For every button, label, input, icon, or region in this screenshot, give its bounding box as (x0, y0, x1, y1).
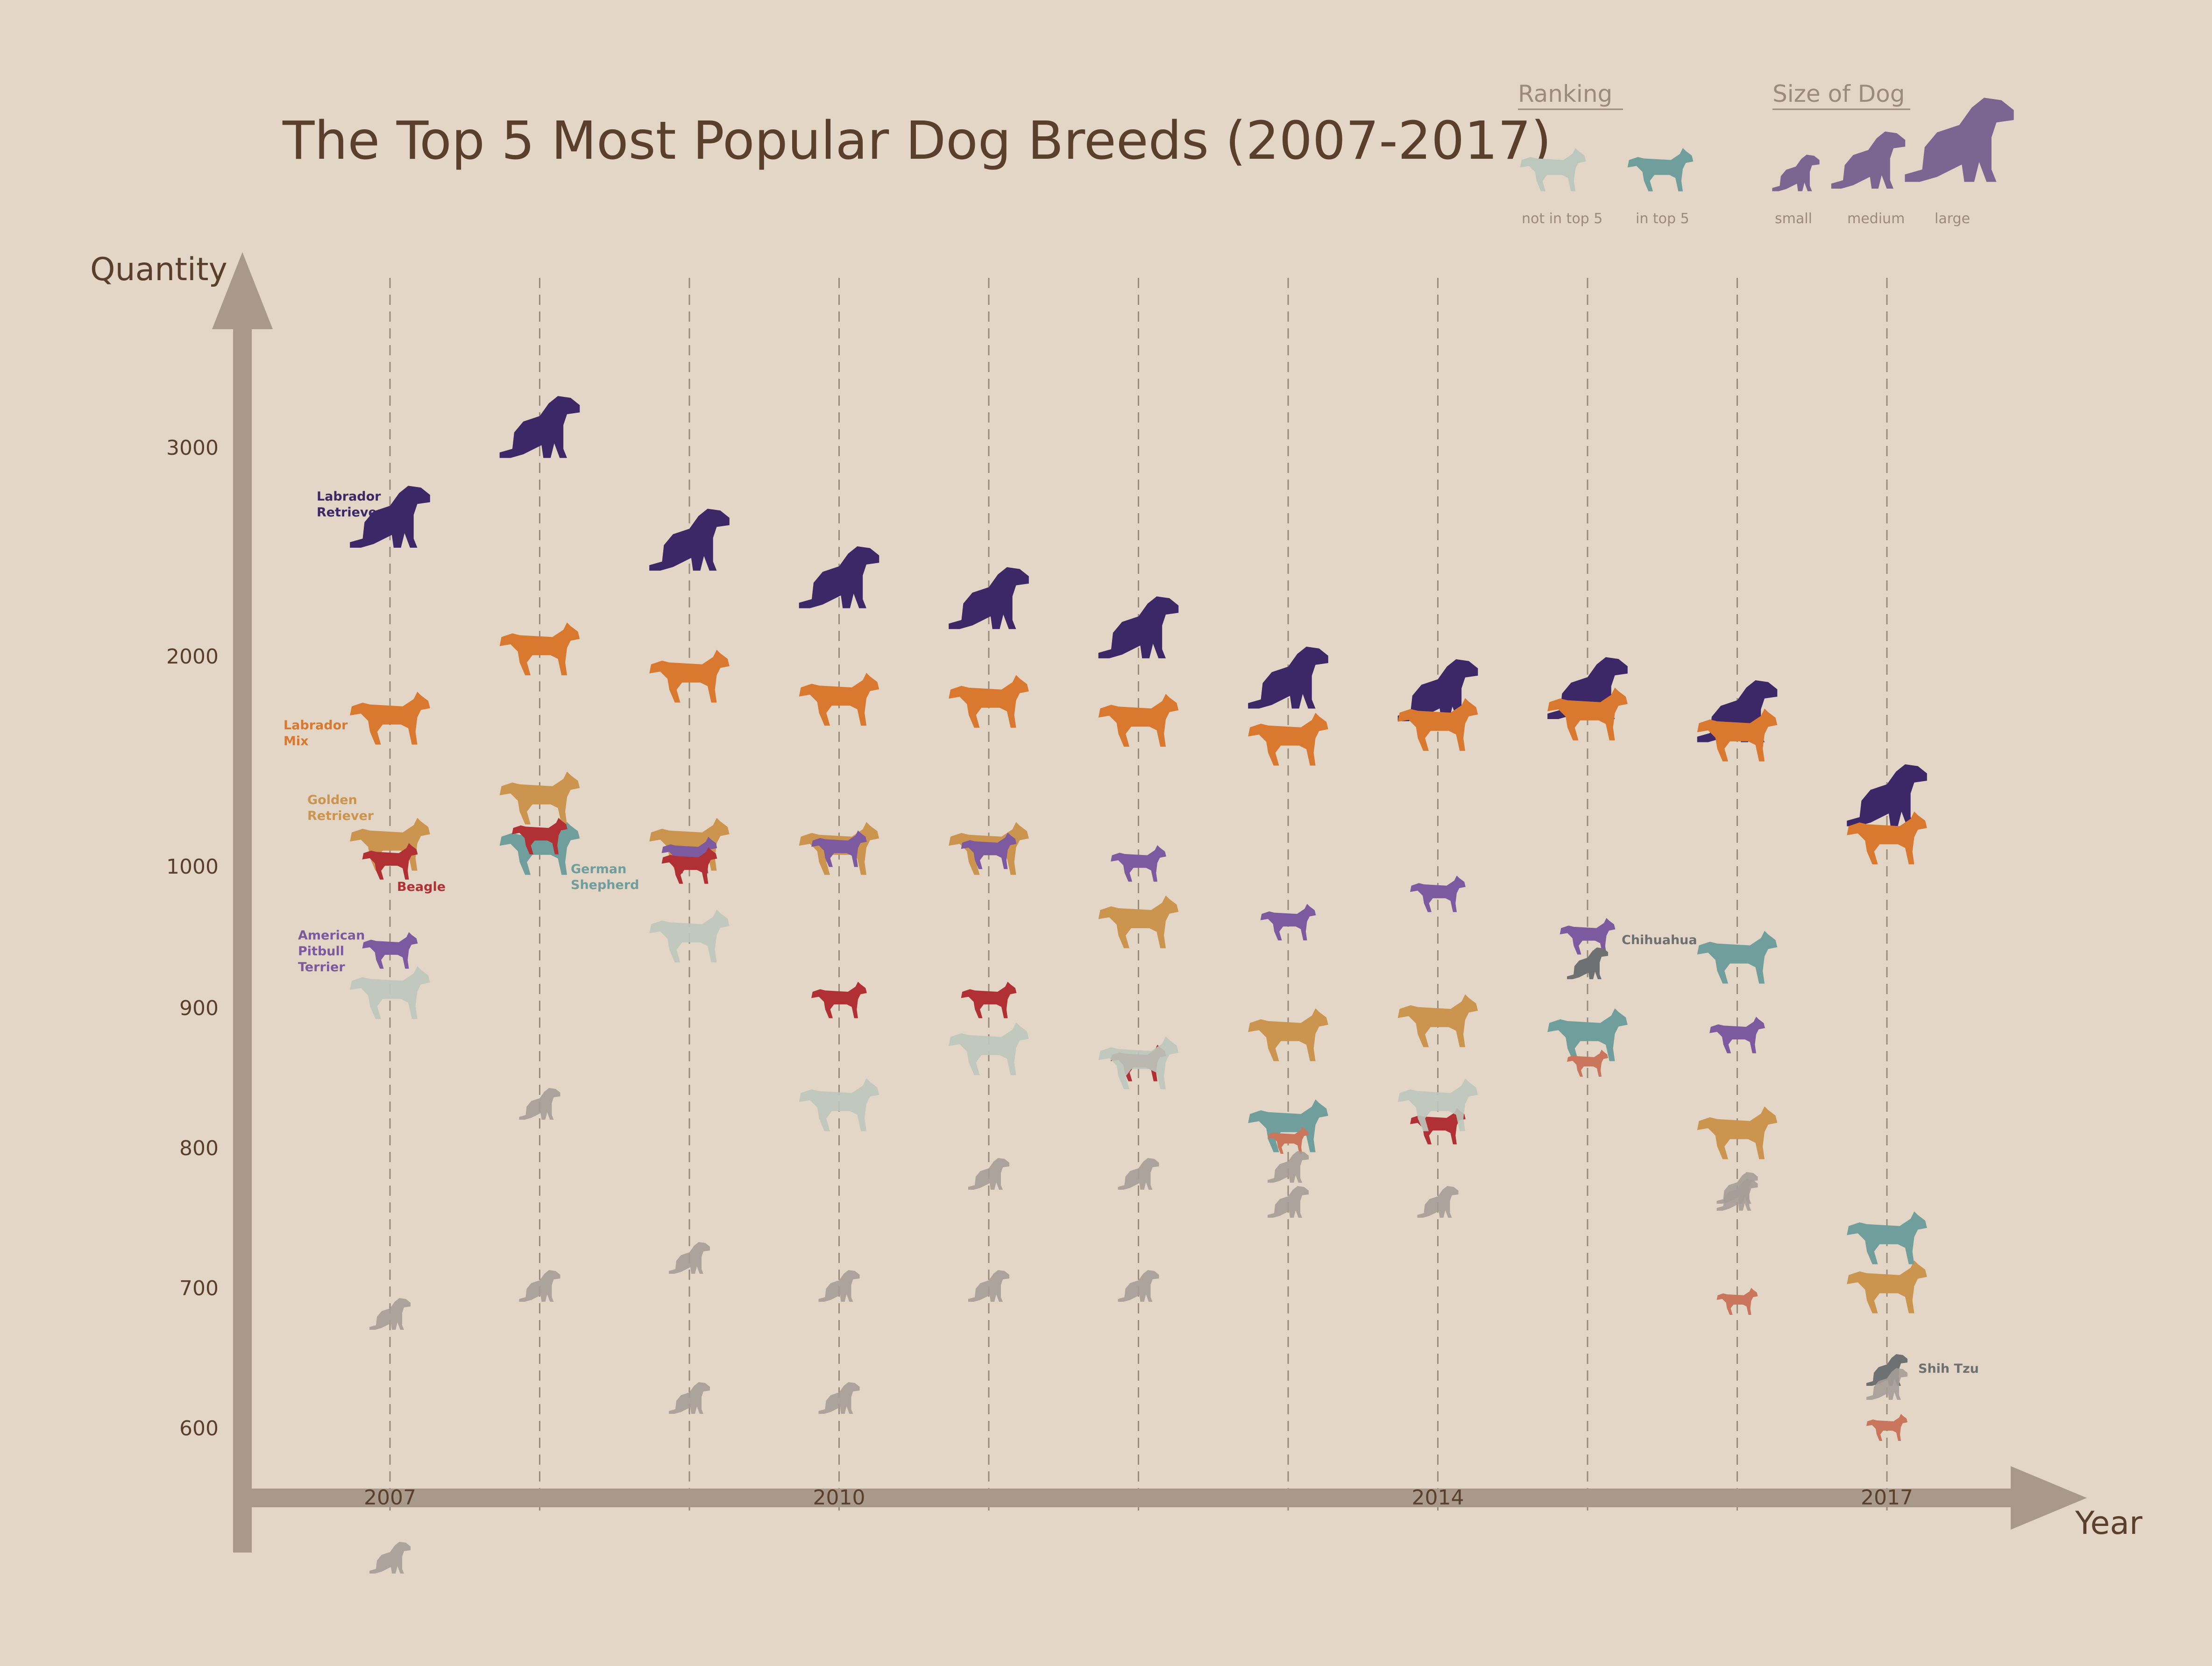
year-gridlines (389, 278, 1888, 1511)
label-golden-retriever: Golden Retriever (307, 793, 374, 823)
label-german-shepherd: German Shepherd (571, 862, 639, 892)
label-american-pitbull-terrier: American Pitbull Terrier (298, 928, 365, 974)
legend-medium-label: medium (1847, 211, 1905, 227)
y-tick-900: 900 (179, 996, 219, 1020)
legend-medium-mark (1831, 131, 1906, 189)
y-tick-800: 800 (179, 1137, 219, 1160)
x-axis-line (250, 1489, 2039, 1507)
legend-in-top5-label: in top 5 (1636, 211, 1689, 227)
axes: Quantity Year (90, 251, 2142, 1553)
label-labrador-mix: Labrador Mix (284, 718, 348, 748)
legend-small-mark (1772, 155, 1820, 191)
chart-title: The Top 5 Most Popular Dog Breeds (2007-… (282, 111, 1552, 171)
y-tick-600: 600 (179, 1417, 219, 1440)
legend: Ranking Size of Dog not in top 5 in top … (1518, 80, 2014, 227)
y-tick-3000: 3000 (166, 436, 219, 460)
dog-small-breed-b-not-in-top-5-2007 (369, 1542, 411, 1574)
x-tick-2010: 2010 (813, 1486, 865, 1510)
legend-large-label: large (1935, 211, 1970, 227)
dog-golden-retriever-2016 (1697, 1106, 1778, 1159)
dog-red-small-breed-2017 (1866, 1414, 1907, 1441)
legend-small-label: small (1775, 211, 1812, 227)
y-axis-label: Quantity (90, 251, 227, 288)
dog-small-breed-a-not-in-top-5-2009 (669, 1242, 710, 1274)
dog-small-breed-a-not-in-top-5-2011 (968, 1158, 1009, 1190)
legend-size-title: Size of Dog (1772, 80, 1905, 107)
x-axis-arrowhead (2011, 1466, 2087, 1530)
x-tick-labels: 2007 2010 2014 2017 (364, 1486, 1913, 1510)
label-labrador-retriever: Labrador Retriever (317, 489, 383, 520)
x-axis-label: Year (2075, 1505, 2142, 1542)
label-shih-tzu: Shih Tzu (1918, 1362, 1979, 1376)
legend-in-top5-mark (1627, 148, 1694, 191)
x-tick-2014: 2014 (1412, 1486, 1464, 1510)
x-tick-2017: 2017 (1861, 1486, 1913, 1510)
y-tick-1000: 1000 (166, 855, 219, 879)
legend-large-mark (1905, 98, 2014, 182)
y-axis-line (233, 322, 252, 1553)
y-tick-700: 700 (179, 1277, 219, 1300)
y-tick-labels: 600 700 800 900 1000 2000 3000 (166, 436, 219, 1440)
y-tick-2000: 2000 (166, 645, 219, 669)
label-beagle: Beagle (397, 880, 446, 894)
y-axis-arrowhead (212, 252, 273, 329)
legend-ranking-title: Ranking (1518, 80, 1612, 107)
dog-small-breed-a-not-in-top-5-2012 (1118, 1158, 1159, 1190)
dog-german-shepherd-not-in-top-5-2011 (949, 1022, 1029, 1075)
legend-not-in-top5-label: not in top 5 (1522, 211, 1602, 227)
breed-labels: Labrador Retriever Labrador Mix Golden Retrie… (284, 489, 1979, 1376)
x-tick-2007: 2007 (364, 1486, 416, 1510)
label-chihuahua: Chihuahua (1622, 933, 1697, 947)
